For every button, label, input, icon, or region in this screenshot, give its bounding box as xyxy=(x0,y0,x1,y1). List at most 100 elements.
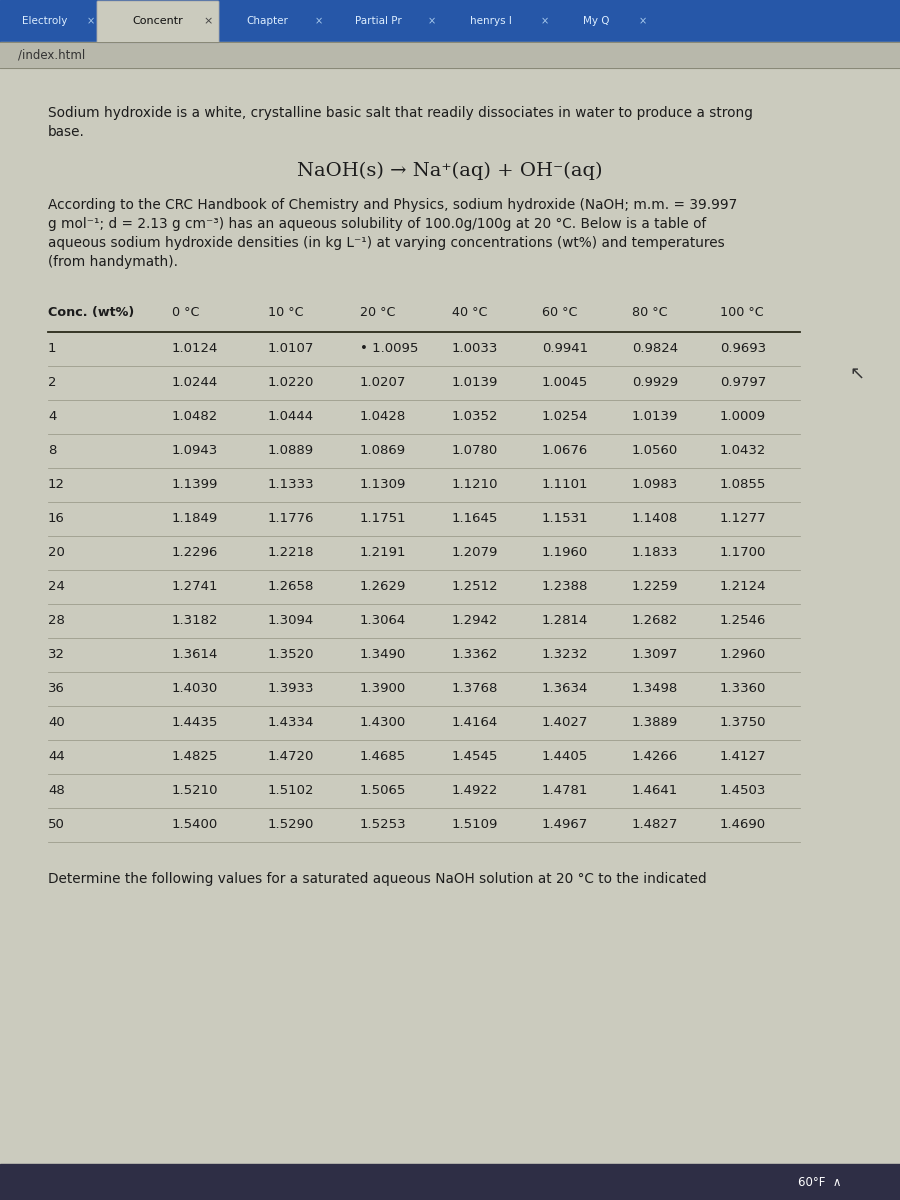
Text: 1.3520: 1.3520 xyxy=(268,648,314,661)
Text: 1.2124: 1.2124 xyxy=(720,581,767,594)
FancyBboxPatch shape xyxy=(97,1,219,43)
Text: 1.2079: 1.2079 xyxy=(452,546,499,559)
Text: 1.0207: 1.0207 xyxy=(360,377,407,390)
Text: 1.5210: 1.5210 xyxy=(172,785,219,798)
Text: 2: 2 xyxy=(48,377,57,390)
Text: 1.4405: 1.4405 xyxy=(542,750,589,763)
Text: Determine the following values for a saturated aqueous NaOH solution at 20 °C to: Determine the following values for a sat… xyxy=(48,872,706,886)
Text: Electroly: Electroly xyxy=(22,16,68,26)
Text: 16: 16 xyxy=(48,512,65,526)
Text: 1.0983: 1.0983 xyxy=(632,479,679,492)
Text: ×: × xyxy=(428,16,436,26)
Text: 60°F  ∧: 60°F ∧ xyxy=(798,1176,842,1188)
Text: 1.4164: 1.4164 xyxy=(452,716,499,730)
Text: 1.0352: 1.0352 xyxy=(452,410,499,424)
Text: 1.1277: 1.1277 xyxy=(720,512,767,526)
Text: 1.0244: 1.0244 xyxy=(172,377,218,390)
Text: g mol⁻¹; d = 2.13 g cm⁻³) has an aqueous solubility of 100.0g/100g at 20 °C. Bel: g mol⁻¹; d = 2.13 g cm⁻³) has an aqueous… xyxy=(48,217,706,230)
Text: 1.0943: 1.0943 xyxy=(172,444,218,457)
Text: 1.1309: 1.1309 xyxy=(360,479,407,492)
Text: 10 °C: 10 °C xyxy=(268,306,303,319)
Text: 1.3634: 1.3634 xyxy=(542,683,589,696)
Text: 0.9693: 0.9693 xyxy=(720,342,766,355)
Text: 20 °C: 20 °C xyxy=(360,306,395,319)
Text: 1.0139: 1.0139 xyxy=(452,377,499,390)
Text: base.: base. xyxy=(48,125,85,139)
Text: 1.1849: 1.1849 xyxy=(172,512,218,526)
Text: 1.4127: 1.4127 xyxy=(720,750,767,763)
Text: 1.0107: 1.0107 xyxy=(268,342,314,355)
Text: 1.0045: 1.0045 xyxy=(542,377,589,390)
Text: 1.5109: 1.5109 xyxy=(452,818,499,832)
Text: ×: × xyxy=(541,16,549,26)
Text: Sodium hydroxide is a white, crystalline basic salt that readily dissociates in : Sodium hydroxide is a white, crystalline… xyxy=(48,106,753,120)
Text: 1.3232: 1.3232 xyxy=(542,648,589,661)
Text: • 1.0095: • 1.0095 xyxy=(360,342,418,355)
Text: 50: 50 xyxy=(48,818,65,832)
Text: 1.2629: 1.2629 xyxy=(360,581,407,594)
Text: 1.5400: 1.5400 xyxy=(172,818,218,832)
Text: 1.4435: 1.4435 xyxy=(172,716,219,730)
Text: 28: 28 xyxy=(48,614,65,628)
Text: 1.2296: 1.2296 xyxy=(172,546,219,559)
Text: 1.5065: 1.5065 xyxy=(360,785,407,798)
Text: aqueous sodium hydroxide densities (in kg L⁻¹) at varying concentrations (wt%) a: aqueous sodium hydroxide densities (in k… xyxy=(48,236,724,250)
Text: 36: 36 xyxy=(48,683,65,696)
Text: Partial Pr: Partial Pr xyxy=(355,16,401,26)
Text: 1.4781: 1.4781 xyxy=(542,785,589,798)
Text: 1.1700: 1.1700 xyxy=(720,546,767,559)
Text: /index.html: /index.html xyxy=(18,48,86,61)
Text: My Q: My Q xyxy=(583,16,610,26)
Text: Concentr: Concentr xyxy=(132,16,184,26)
Text: 1.4922: 1.4922 xyxy=(452,785,499,798)
Text: 1.2512: 1.2512 xyxy=(452,581,499,594)
Text: 1.1645: 1.1645 xyxy=(452,512,499,526)
Text: 1: 1 xyxy=(48,342,57,355)
Text: 1.1101: 1.1101 xyxy=(542,479,589,492)
Text: 1.0780: 1.0780 xyxy=(452,444,499,457)
Text: 1.0676: 1.0676 xyxy=(542,444,589,457)
Text: 1.0254: 1.0254 xyxy=(542,410,589,424)
Text: 1.3768: 1.3768 xyxy=(452,683,499,696)
Text: NaOH(s) → Na⁺(aq) + OH⁻(aq): NaOH(s) → Na⁺(aq) + OH⁻(aq) xyxy=(297,162,603,180)
Text: 32: 32 xyxy=(48,648,65,661)
Text: 1.0855: 1.0855 xyxy=(720,479,767,492)
Text: (from handymath).: (from handymath). xyxy=(48,254,178,269)
Text: 12: 12 xyxy=(48,479,65,492)
Text: 1.3490: 1.3490 xyxy=(360,648,406,661)
Text: 1.4027: 1.4027 xyxy=(542,716,589,730)
Text: 1.1531: 1.1531 xyxy=(542,512,589,526)
Text: 1.3933: 1.3933 xyxy=(268,683,314,696)
Text: 1.2960: 1.2960 xyxy=(720,648,766,661)
Text: 1.2388: 1.2388 xyxy=(542,581,589,594)
Text: 1.3900: 1.3900 xyxy=(360,683,406,696)
Text: 24: 24 xyxy=(48,581,65,594)
Text: 1.4334: 1.4334 xyxy=(268,716,314,730)
Text: 1.2218: 1.2218 xyxy=(268,546,314,559)
Text: 1.0124: 1.0124 xyxy=(172,342,219,355)
Text: 40: 40 xyxy=(48,716,65,730)
Text: 1.2259: 1.2259 xyxy=(632,581,679,594)
Text: ×: × xyxy=(315,16,323,26)
Text: 1.1399: 1.1399 xyxy=(172,479,219,492)
Text: 1.2942: 1.2942 xyxy=(452,614,499,628)
Text: 0 °C: 0 °C xyxy=(172,306,200,319)
Text: 1.2546: 1.2546 xyxy=(720,614,767,628)
Text: 1.5253: 1.5253 xyxy=(360,818,407,832)
Text: 1.0482: 1.0482 xyxy=(172,410,218,424)
Bar xyxy=(0,42,900,68)
Text: 1.4266: 1.4266 xyxy=(632,750,679,763)
Text: 1.3750: 1.3750 xyxy=(720,716,767,730)
Text: ↗: ↗ xyxy=(848,362,866,378)
Text: 1.4720: 1.4720 xyxy=(268,750,314,763)
Text: henrys l: henrys l xyxy=(470,16,512,26)
Text: 1.4545: 1.4545 xyxy=(452,750,499,763)
Text: 1.0889: 1.0889 xyxy=(268,444,314,457)
Text: 1.1333: 1.1333 xyxy=(268,479,315,492)
Text: 1.1776: 1.1776 xyxy=(268,512,314,526)
Text: ×: × xyxy=(87,16,95,26)
Text: 1.0432: 1.0432 xyxy=(720,444,767,457)
Text: 60 °C: 60 °C xyxy=(542,306,578,319)
Text: 1.4300: 1.4300 xyxy=(360,716,406,730)
Text: 1.2814: 1.2814 xyxy=(542,614,589,628)
